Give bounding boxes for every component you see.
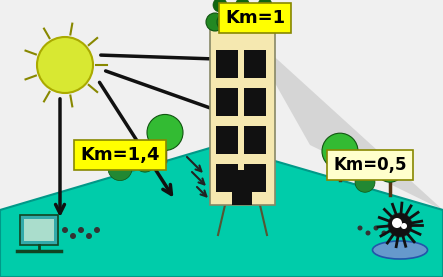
Circle shape	[381, 230, 386, 235]
Circle shape	[358, 225, 362, 230]
Circle shape	[236, 0, 249, 12]
Circle shape	[365, 230, 370, 235]
Circle shape	[261, 13, 279, 31]
Circle shape	[135, 152, 155, 172]
Circle shape	[94, 227, 100, 233]
Circle shape	[78, 227, 84, 233]
Circle shape	[401, 223, 407, 229]
Circle shape	[355, 172, 375, 192]
Text: Km=1,4: Km=1,4	[80, 146, 160, 164]
Circle shape	[392, 218, 402, 228]
Bar	[20, 215, 58, 245]
Bar	[244, 164, 266, 192]
Circle shape	[373, 225, 378, 230]
Circle shape	[258, 0, 272, 12]
Circle shape	[37, 37, 93, 93]
Bar	[244, 126, 266, 154]
Circle shape	[239, 13, 257, 31]
Bar	[24, 219, 54, 241]
Circle shape	[70, 233, 76, 239]
Circle shape	[108, 157, 132, 181]
Polygon shape	[0, 145, 443, 277]
Circle shape	[213, 0, 227, 12]
Circle shape	[388, 213, 412, 237]
Circle shape	[147, 114, 183, 150]
Circle shape	[250, 13, 268, 31]
Bar	[232, 170, 252, 205]
Circle shape	[322, 133, 358, 169]
Circle shape	[206, 13, 224, 31]
Text: Km=1: Km=1	[225, 9, 285, 27]
Bar	[216, 88, 238, 116]
Bar	[216, 50, 238, 78]
Circle shape	[228, 13, 246, 31]
Circle shape	[217, 13, 235, 31]
Circle shape	[62, 227, 68, 233]
Circle shape	[376, 154, 404, 182]
Ellipse shape	[373, 241, 427, 259]
Bar	[216, 126, 238, 154]
Polygon shape	[245, 30, 443, 210]
Bar	[216, 164, 238, 192]
Bar	[210, 30, 275, 205]
Bar	[244, 88, 266, 116]
Text: Km=0,5: Km=0,5	[333, 156, 407, 174]
Bar	[244, 50, 266, 78]
Circle shape	[86, 233, 92, 239]
